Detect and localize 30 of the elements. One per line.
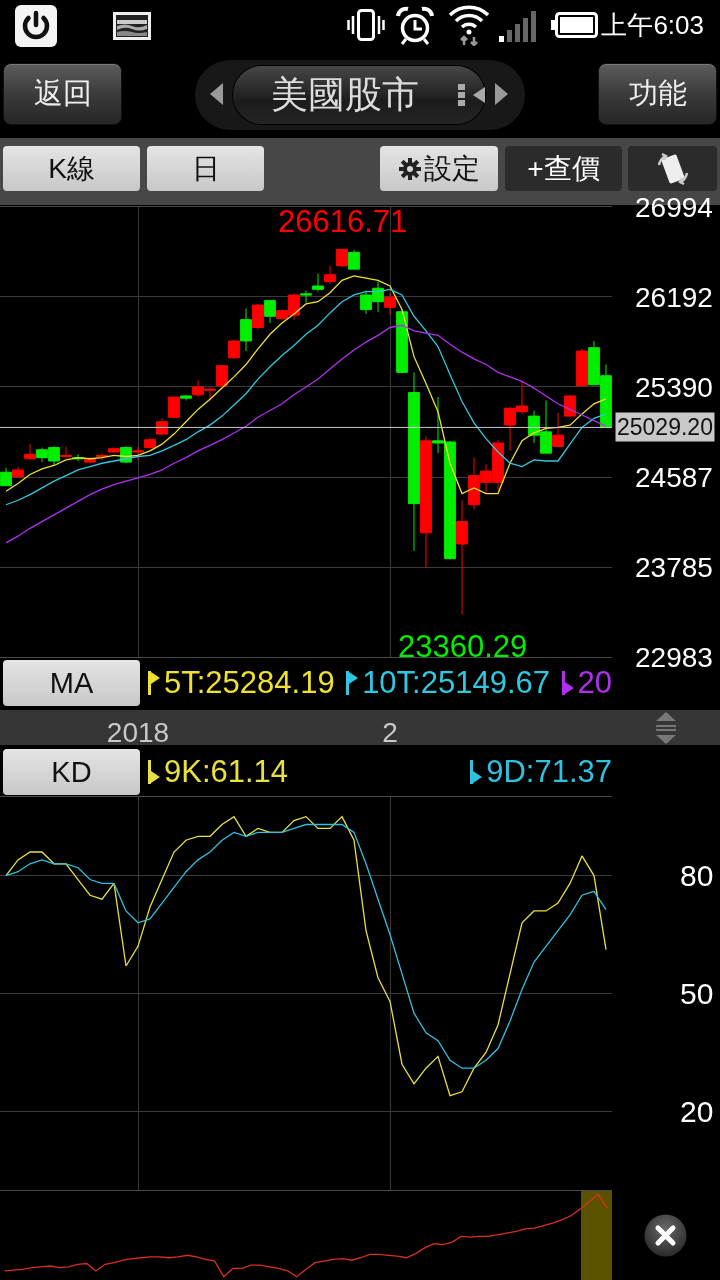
- title-selector: 美國股市: [195, 60, 525, 130]
- chart-title: 美國股市: [270, 73, 420, 117]
- x-tick-label: 2018: [106, 716, 170, 748]
- y-tick-label: 23785: [635, 551, 713, 583]
- legend-label: 9D:71.37: [486, 754, 612, 790]
- legend-label: 5T:25284.19: [164, 665, 335, 701]
- y-tick-label: 24587: [635, 461, 713, 493]
- indicator-button: KD: [3, 749, 140, 795]
- period-tab: 日: [147, 146, 264, 191]
- y-tick-label: 25390: [635, 371, 713, 403]
- legend-label: 10T:25149.67: [362, 665, 551, 701]
- y-tick-label: 22983: [635, 641, 713, 673]
- text: 上午6:03: [601, 9, 704, 42]
- y-tick-label: 26994: [635, 191, 713, 223]
- legend-label: 9K:61.14: [164, 754, 289, 790]
- settings-button: 設定: [380, 146, 498, 191]
- y-tick-label: 20: [680, 1094, 714, 1128]
- annotation: 23360.29: [398, 629, 528, 664]
- chart-type-tab: K線: [3, 146, 140, 191]
- y-tick-label: 26192: [635, 281, 713, 313]
- ref-line-label: 25029.20: [617, 414, 713, 440]
- legend-label: 20: [577, 665, 612, 701]
- x-tick-label: 2: [382, 716, 398, 748]
- y-tick-label: 80: [680, 859, 714, 893]
- indicator-button: MA: [3, 660, 140, 706]
- back-button: 返回: [3, 63, 122, 125]
- function-button: 功能: [598, 63, 717, 125]
- y-tick-label: 50: [680, 977, 714, 1010]
- annotation: 26616.71: [278, 204, 408, 239]
- quote-button: +查價: [505, 146, 622, 191]
